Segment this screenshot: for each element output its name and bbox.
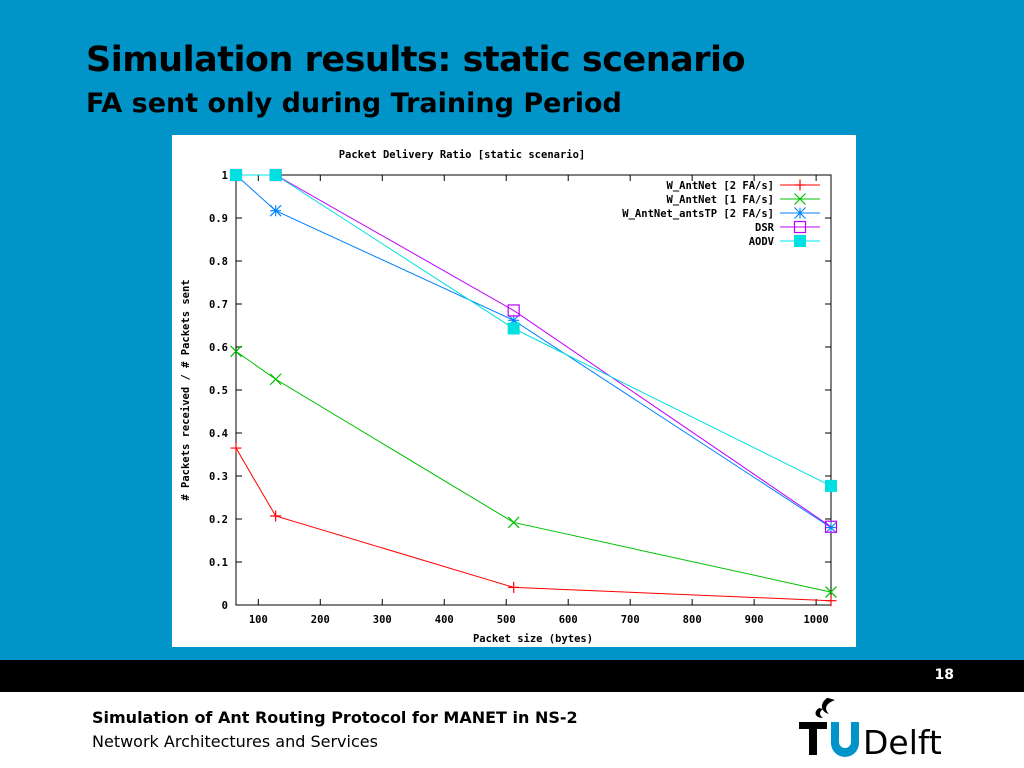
- y-tick-label: 0.4: [209, 428, 228, 440]
- data-point: [230, 442, 242, 454]
- logo-letter-t-stem: [809, 722, 817, 755]
- data-point: [794, 179, 806, 191]
- y-tick-label: 0.6: [209, 342, 228, 354]
- slide-title: Simulation results: static scenario: [86, 40, 746, 80]
- x-tick-label: 300: [373, 614, 392, 626]
- flame-icon-small: [815, 708, 823, 718]
- legend: W_AntNet [2 FA/s] W_AntNet [1 FA/s] W_AntN…: [622, 179, 820, 248]
- chart-panel: Packet Delivery Ratio [static scenario] …: [172, 135, 856, 647]
- axes: 0 0.1 0.2 0.3 0.4 0.5 0.6 0.7 0.8 0.9 1 100 200 300 40…: [209, 170, 831, 626]
- data-point: [507, 304, 520, 317]
- series-w-antnet-antstp-2-fa-s: [230, 169, 837, 534]
- footer-bar: 18: [0, 660, 1024, 692]
- slide-subtitle: FA sent only during Training Period: [86, 88, 622, 119]
- x-tick-label: 600: [559, 614, 578, 626]
- data-point: [824, 520, 838, 533]
- x-tick-label: 1000: [803, 614, 828, 626]
- x-tick-label: 400: [435, 614, 454, 626]
- series-line: [235, 447, 832, 602]
- data-point: [269, 169, 282, 181]
- data-point: [269, 204, 282, 217]
- data-point: [230, 345, 242, 358]
- series-w-antnet-1-fa-s: [230, 345, 837, 599]
- series-w-antnet-2-fa-s: [230, 442, 837, 607]
- data-point: [794, 207, 806, 219]
- legend-label: W_AntNet [2 FA/s]: [667, 180, 774, 192]
- x-axis-label: Packet size (bytes): [473, 633, 593, 645]
- data-point: [230, 169, 242, 181]
- x-tick-label: 700: [621, 614, 640, 626]
- y-tick-label: 0.8: [209, 256, 228, 268]
- x-tick-label: 900: [745, 614, 764, 626]
- y-tick-label: 1: [222, 170, 228, 182]
- data-point: [507, 516, 520, 529]
- y-tick-label: 0.3: [209, 471, 228, 483]
- series-line: [236, 174, 832, 528]
- logo-wordmark: Delft: [863, 723, 942, 760]
- data-point: [825, 595, 837, 607]
- y-tick-label: 0.5: [209, 385, 228, 397]
- data-point: [270, 510, 282, 522]
- series-group: [229, 168, 838, 607]
- data-point: [825, 521, 837, 534]
- tudelft-logo: Delft: [799, 698, 942, 760]
- data-point: [825, 586, 837, 599]
- data-point: [507, 314, 520, 327]
- legend-label: W_AntNet_antsTP [2 FA/s]: [622, 208, 774, 220]
- data-point: [794, 193, 806, 205]
- x-tick-label: 800: [683, 614, 702, 626]
- series-line: [235, 350, 832, 593]
- legend-label: W_AntNet [1 FA/s]: [667, 194, 774, 206]
- footer-subtitle: Network Architectures and Services: [92, 732, 378, 751]
- y-tick-label: 0.1: [209, 557, 228, 569]
- chart-title: Packet Delivery Ratio [static scenario]: [339, 149, 586, 161]
- y-tick-label: 0: [222, 600, 228, 612]
- series-line: [236, 174, 832, 487]
- x-tick-label: 500: [497, 614, 516, 626]
- y-tick-label: 0.9: [209, 213, 228, 225]
- x-tick-label: 100: [249, 614, 268, 626]
- legend-label: DSR: [755, 222, 775, 234]
- data-point: [825, 479, 837, 492]
- series-aodv: [230, 169, 837, 492]
- footer-title: Simulation of Ant Routing Protocol for M…: [92, 708, 578, 727]
- flame-icon: [821, 698, 835, 714]
- x-tick-label: 200: [311, 614, 330, 626]
- plot-frame: [235, 174, 832, 606]
- line-chart: Packet Delivery Ratio [static scenario] …: [180, 149, 838, 645]
- data-point: [269, 373, 282, 386]
- data-point: [507, 322, 520, 335]
- logo-letter-u: [831, 722, 859, 757]
- series-dsr: [229, 168, 838, 533]
- page-number: 18: [934, 667, 954, 683]
- series-line: [235, 174, 832, 529]
- y-axis-label: # Packets received / # Packets sent: [180, 279, 192, 500]
- y-tick-label: 0.2: [209, 514, 228, 526]
- data-point: [793, 220, 807, 234]
- data-point: [794, 235, 806, 247]
- data-point: [508, 581, 520, 593]
- y-tick-label: 0.7: [209, 299, 228, 311]
- legend-label: AODV: [749, 236, 775, 248]
